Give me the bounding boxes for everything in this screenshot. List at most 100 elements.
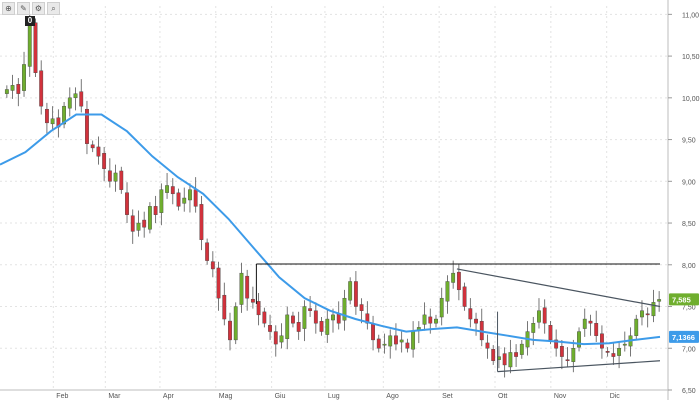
candle <box>468 298 473 328</box>
candle-body <box>434 318 438 324</box>
candle-body <box>331 314 335 321</box>
y-tick-label: 10,50 <box>682 54 700 61</box>
candle <box>147 202 152 234</box>
candle-body <box>399 339 404 343</box>
candle-body <box>605 351 610 353</box>
candle <box>474 312 478 336</box>
candle-body <box>577 331 581 348</box>
candle-body <box>559 346 564 357</box>
last-price-tag-bg <box>669 293 699 306</box>
x-tick-label: Set <box>442 393 453 400</box>
candle-body <box>291 315 295 324</box>
candle <box>233 302 238 345</box>
candle <box>359 298 364 324</box>
annotation-count-badge: 0 <box>25 16 35 26</box>
candle-body <box>296 322 301 332</box>
x-tick-label: Mar <box>108 393 121 400</box>
candle <box>611 343 616 365</box>
candle <box>640 300 644 326</box>
candle-body <box>222 294 227 320</box>
candle-body <box>256 301 261 316</box>
candle-body <box>514 352 519 357</box>
candle-body <box>428 316 433 324</box>
candle <box>239 262 244 313</box>
candle <box>376 334 381 353</box>
candle-body <box>102 153 107 169</box>
candle-body <box>422 314 427 325</box>
x-tick-label: Dic <box>610 393 621 400</box>
candle-body <box>233 306 238 341</box>
candles <box>4 14 662 378</box>
price-tags: 7,585 7,1366 <box>669 293 699 343</box>
candle-body <box>136 222 141 231</box>
settings-icon[interactable]: ⚙ <box>32 2 45 15</box>
candle-body <box>279 335 284 343</box>
candle-body <box>199 204 204 240</box>
candle <box>50 106 55 131</box>
candle-body <box>188 189 192 201</box>
x-tick-label: Ago <box>386 393 399 400</box>
candle-body <box>159 189 164 213</box>
candle <box>582 308 587 337</box>
candle <box>222 282 227 326</box>
candle <box>268 314 272 340</box>
candle-body <box>617 348 622 356</box>
candle-body <box>353 281 358 307</box>
candle <box>193 177 198 213</box>
zoom-icon[interactable]: ⌕ <box>47 2 60 15</box>
candle-body <box>554 339 559 349</box>
candle <box>85 100 89 155</box>
candle-body <box>33 22 38 73</box>
y-tick-label: 9,00 <box>682 179 696 186</box>
candle <box>302 300 307 342</box>
overlays <box>0 113 661 373</box>
moving-average-line <box>0 113 661 346</box>
candle <box>285 306 290 350</box>
candle-body <box>262 311 267 324</box>
cursor-icon[interactable]: ⊕ <box>2 2 15 15</box>
candle <box>353 271 358 315</box>
candle <box>250 286 255 309</box>
candle <box>634 314 639 340</box>
candle <box>399 331 404 353</box>
candle-body <box>85 108 89 144</box>
candle <box>565 347 570 368</box>
candle <box>73 87 78 111</box>
last-price-tag: 7,585 <box>672 295 691 304</box>
draw-icon[interactable]: ✎ <box>17 2 30 15</box>
candle-body <box>651 302 656 317</box>
candle-body <box>27 22 32 67</box>
candle <box>537 298 541 329</box>
candle <box>462 282 467 311</box>
candle-body <box>451 272 456 283</box>
candle-body <box>394 335 398 345</box>
candle <box>571 339 576 373</box>
candle-body <box>462 286 467 307</box>
candle-body <box>468 308 473 320</box>
candle-body <box>273 331 278 345</box>
candle-body <box>491 349 496 361</box>
candle-body <box>359 304 364 311</box>
candle <box>205 238 210 265</box>
candle-body <box>594 323 599 336</box>
candle <box>319 317 324 336</box>
candle <box>216 261 221 311</box>
candle <box>445 275 450 314</box>
candle <box>479 308 484 347</box>
candle-body <box>62 105 66 125</box>
candle-body <box>405 342 410 349</box>
candle <box>102 146 107 182</box>
candle <box>182 187 187 212</box>
candle-body <box>411 331 416 350</box>
candle <box>600 325 604 359</box>
x-tick-label: Ott <box>498 393 507 400</box>
lower-trendline <box>497 360 661 373</box>
candle-body <box>90 144 95 149</box>
y-axis: 6,50 7,00 7,50 8,00 8,50 9,00 9,50 10,00 10,50 11… <box>667 0 700 400</box>
candle-body <box>250 298 255 303</box>
candle-body <box>125 192 129 215</box>
y-tick-label: 9,50 <box>682 138 696 145</box>
candle-body <box>228 320 232 341</box>
candle <box>514 344 519 368</box>
candle-body <box>73 93 78 99</box>
